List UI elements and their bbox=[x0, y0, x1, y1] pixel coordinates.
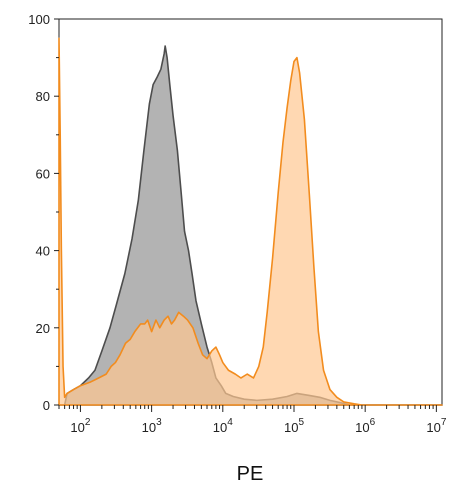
x-tick-base: 10 bbox=[284, 420, 298, 435]
y-tick-label-100: 100 bbox=[28, 12, 50, 27]
plot-area bbox=[58, 18, 443, 406]
x-tick-label-6: 106 bbox=[355, 417, 375, 435]
x-tick-label-4: 104 bbox=[213, 417, 233, 435]
series-layer bbox=[58, 37, 443, 406]
x-tick-label-3: 103 bbox=[142, 417, 162, 435]
x-tick-exponent: 5 bbox=[298, 417, 304, 428]
x-tick-exponent: 7 bbox=[441, 417, 447, 428]
x-axis: 102 103 104 105 106 107 bbox=[58, 405, 447, 435]
y-tick-label-40: 40 bbox=[36, 244, 50, 259]
x-tick-exponent: 2 bbox=[85, 417, 91, 428]
x-axis-label: PE bbox=[237, 463, 264, 485]
y-axis: 0 20 40 60 80 100 bbox=[28, 12, 59, 413]
y-tick-label-80: 80 bbox=[36, 89, 50, 104]
x-tick-base: 10 bbox=[213, 420, 227, 435]
x-tick-base: 10 bbox=[426, 420, 440, 435]
x-tick-base: 10 bbox=[355, 420, 369, 435]
x-tick-base: 10 bbox=[70, 420, 84, 435]
y-tick-label-60: 60 bbox=[36, 166, 50, 181]
series-1-histogram bbox=[58, 45, 443, 406]
x-tick-exponent: 4 bbox=[227, 417, 233, 428]
x-tick-exponent: 6 bbox=[370, 417, 376, 428]
y-tick-label-0: 0 bbox=[43, 398, 50, 413]
series-2-histogram bbox=[58, 37, 443, 406]
x-tick-label-5: 105 bbox=[284, 417, 304, 435]
x-tick-base: 10 bbox=[142, 420, 156, 435]
y-tick-label-20: 20 bbox=[36, 321, 50, 336]
x-tick-label-7: 107 bbox=[426, 417, 446, 435]
x-tick-label-2: 102 bbox=[70, 417, 90, 435]
x-tick-exponent: 3 bbox=[156, 417, 162, 428]
